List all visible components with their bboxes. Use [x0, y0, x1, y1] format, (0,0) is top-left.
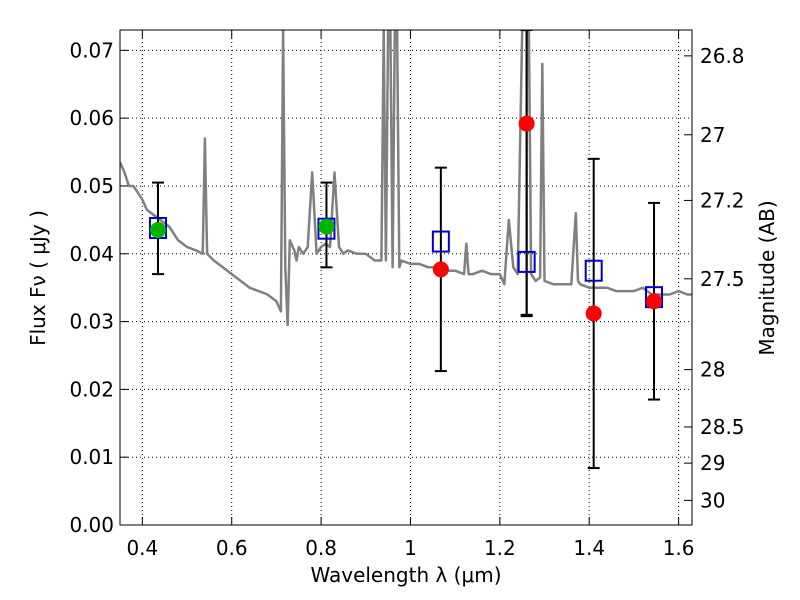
errorbar-layer — [151, 30, 661, 470]
axis-ticks — [120, 30, 692, 526]
y-tick-label: 0.05 — [69, 174, 114, 198]
grid — [120, 30, 692, 526]
detection-layer — [149, 115, 663, 322]
x-tick-label: 0.6 — [216, 536, 248, 560]
y2-tick-label: 27 — [700, 123, 725, 147]
ir-detection-point — [432, 261, 449, 278]
y2-tick-label: 26.8 — [700, 44, 745, 68]
y-tick-label: 0.07 — [69, 38, 114, 62]
y2-tick-label: 27.2 — [700, 188, 745, 212]
x-tick-label: 1.4 — [573, 536, 605, 560]
template-layer — [120, 30, 692, 327]
y-tick-label: 0.02 — [69, 377, 114, 401]
y-tick-label: 0.06 — [69, 106, 114, 130]
y2-tick-label: 28 — [700, 358, 725, 382]
x-axis-title: Wavelength λ (μm) — [310, 563, 501, 587]
x-tick-label: 0.4 — [126, 536, 158, 560]
model-box — [431, 230, 450, 253]
x-tick-label: 0.8 — [305, 536, 337, 560]
ir-detection-point — [646, 293, 663, 310]
plot-frame — [119, 29, 693, 526]
x-tick-label: 1.2 — [484, 536, 516, 560]
optical-detection-point — [318, 218, 335, 235]
ir-detection-point — [518, 115, 535, 132]
y-tick-label: 0.01 — [69, 445, 114, 469]
x-tick-label: 1.6 — [663, 536, 695, 560]
template-spectrum-line — [120, 30, 692, 327]
y2-axis-title: Magnitude (AB) — [755, 200, 779, 355]
y2-tick-label: 27.5 — [700, 267, 745, 291]
y2-tick-label: 29 — [700, 451, 725, 475]
model-box — [584, 259, 603, 282]
y-tick-label: 0.04 — [69, 242, 114, 266]
y-tick-label: 0.00 — [69, 513, 114, 537]
y2-tick-label: 30 — [700, 488, 725, 512]
x-tick-label: 1 — [404, 536, 417, 560]
y-tick-label: 0.03 — [69, 310, 114, 334]
tick-labels: 0.4 0.6 0.8 1 1.2 1.4 1.6 0.00 0.01 0.02 0.03 0.04 0… — [69, 38, 744, 560]
model-box — [517, 250, 536, 273]
optical-detection-point — [149, 222, 166, 239]
ir-detection-point — [585, 305, 602, 322]
y-axis-title: Flux Fν ( μJy ) — [26, 210, 50, 346]
y2-tick-label: 28.5 — [700, 415, 745, 439]
plot-area — [120, 30, 692, 470]
